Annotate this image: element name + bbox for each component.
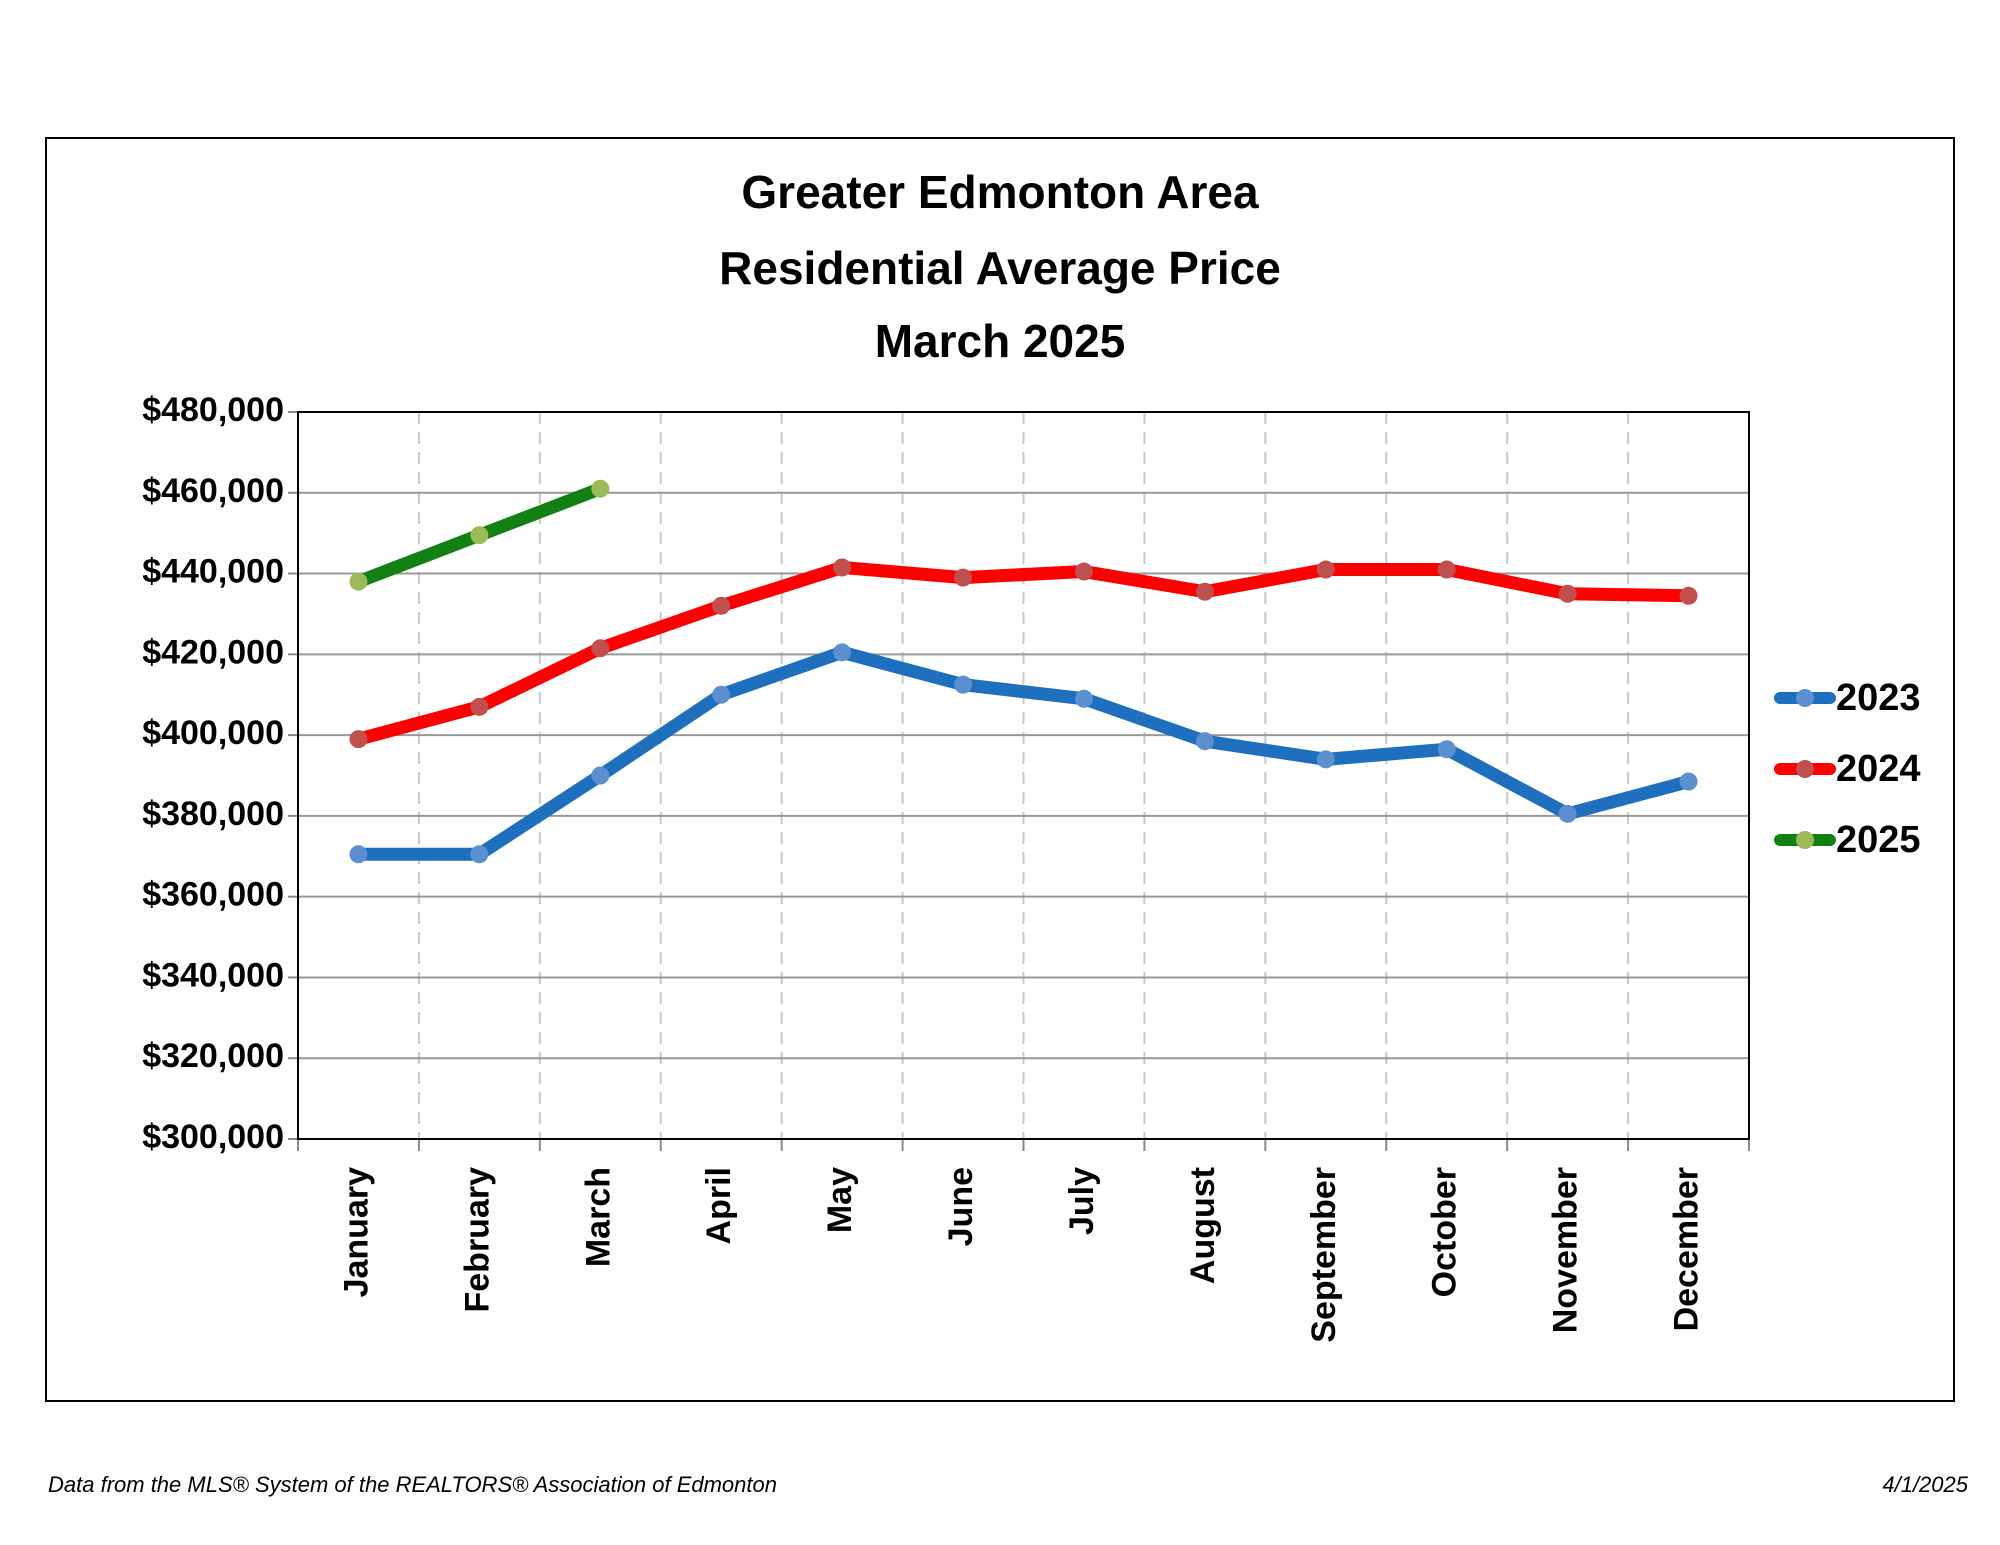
series-line [351,645,1696,861]
y-tick-label: $300,000 [142,1118,284,1156]
x-tick-label: December [1668,1167,1706,1331]
data-point [833,643,852,662]
data-point [954,675,973,694]
data-point [1558,584,1577,603]
data-point [591,479,610,498]
legend-label: 2023 [1836,677,1921,719]
x-tick-label: January [337,1167,375,1297]
data-point [1074,689,1093,708]
x-tick-label: March [579,1167,617,1267]
data-point [1074,562,1093,581]
x-tick-label: May [821,1167,859,1233]
data-point [1316,750,1335,769]
x-tick-label: April [700,1167,738,1244]
x-tick-label: August [1184,1167,1222,1284]
x-tick-label: October [1426,1167,1464,1297]
y-tick-label: $480,000 [142,391,284,429]
data-point [712,685,731,704]
chart-frame [45,137,1955,1402]
x-tick-label: July [1063,1167,1101,1235]
source-note: Data from the MLS® System of the REALTOR… [48,1472,777,1497]
data-point [349,845,368,864]
legend-marker [1796,689,1814,707]
data-point [591,639,610,658]
chart-title: Residential Average Price [719,242,1281,294]
legend-label: 2024 [1836,748,1921,790]
data-point [1316,560,1335,579]
y-tick-label: $420,000 [142,633,284,671]
data-point [470,526,489,545]
data-point [1195,582,1214,601]
data-point [954,568,973,587]
x-tick-label: February [458,1167,496,1313]
data-point [470,845,489,864]
data-point [1437,740,1456,759]
data-point [833,558,852,577]
series-line [351,560,1696,746]
x-tick-label: September [1305,1167,1343,1343]
y-tick-label: $320,000 [142,1037,284,1075]
y-tick-label: $440,000 [142,553,284,591]
legend-marker [1796,760,1814,778]
plot-area [297,411,1750,1140]
data-point [470,697,489,716]
data-point [712,596,731,615]
date-note: 4/1/2025 [1882,1472,1968,1497]
legend-marker [1796,831,1814,849]
legend-label: 2025 [1836,819,1921,861]
data-point [349,730,368,749]
data-point [1195,732,1214,751]
chart-title: March 2025 [875,315,1126,367]
data-point [1558,804,1577,823]
y-tick-label: $460,000 [142,472,284,510]
data-point [1679,772,1698,791]
data-point [591,766,610,785]
data-point [349,572,368,591]
y-tick-label: $360,000 [142,876,284,914]
y-tick-label: $380,000 [142,795,284,833]
x-tick-label: November [1547,1167,1585,1333]
y-tick-label: $400,000 [142,714,284,752]
data-point [1437,560,1456,579]
x-tick-label: June [942,1167,980,1246]
data-point [1679,586,1698,605]
y-tick-label: $340,000 [142,956,284,994]
chart-title: Greater Edmonton Area [741,166,1259,218]
